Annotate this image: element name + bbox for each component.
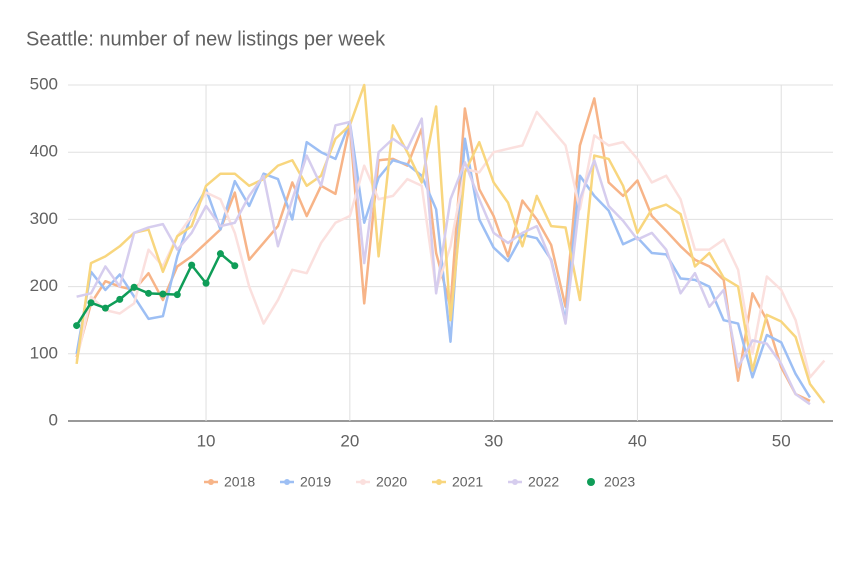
legend-marker <box>208 479 214 485</box>
legend-marker <box>284 479 290 485</box>
legend-label: 2022 <box>528 474 559 490</box>
legend-label: 2019 <box>300 474 331 490</box>
y-tick-label: 100 <box>30 343 58 362</box>
y-tick-label: 400 <box>30 142 58 161</box>
legend-marker <box>436 479 442 485</box>
data-point <box>216 250 224 258</box>
series-line <box>76 117 811 406</box>
legend-label: 2023 <box>604 474 635 490</box>
data-point <box>202 279 210 287</box>
legend-label: 2018 <box>224 474 255 490</box>
series-line <box>75 120 812 399</box>
data-point <box>173 291 181 299</box>
x-tick-label: 10 <box>197 431 216 450</box>
data-point <box>159 290 167 298</box>
x-tick-label: 50 <box>772 431 791 450</box>
data-point <box>116 295 124 303</box>
series-line <box>75 83 826 404</box>
data-point <box>73 322 81 330</box>
legend-label: 2020 <box>376 474 407 490</box>
x-tick-label: 40 <box>628 431 647 450</box>
legend-label: 2021 <box>452 474 483 490</box>
legend-marker <box>360 479 366 485</box>
legend-marker <box>512 479 518 485</box>
data-point <box>130 283 138 291</box>
data-point <box>101 304 109 312</box>
y-tick-label: 300 <box>30 209 58 228</box>
data-point <box>231 262 239 270</box>
data-point <box>188 261 196 269</box>
data-point <box>145 289 153 297</box>
x-tick-label: 30 <box>484 431 503 450</box>
chart-title: Seattle: number of new listings per week <box>26 28 386 50</box>
data-point <box>87 299 95 307</box>
x-tick-label: 20 <box>340 431 359 450</box>
y-tick-label: 0 <box>49 410 58 429</box>
y-tick-label: 500 <box>30 74 58 93</box>
y-tick-label: 200 <box>30 276 58 295</box>
legend-marker <box>587 478 595 486</box>
